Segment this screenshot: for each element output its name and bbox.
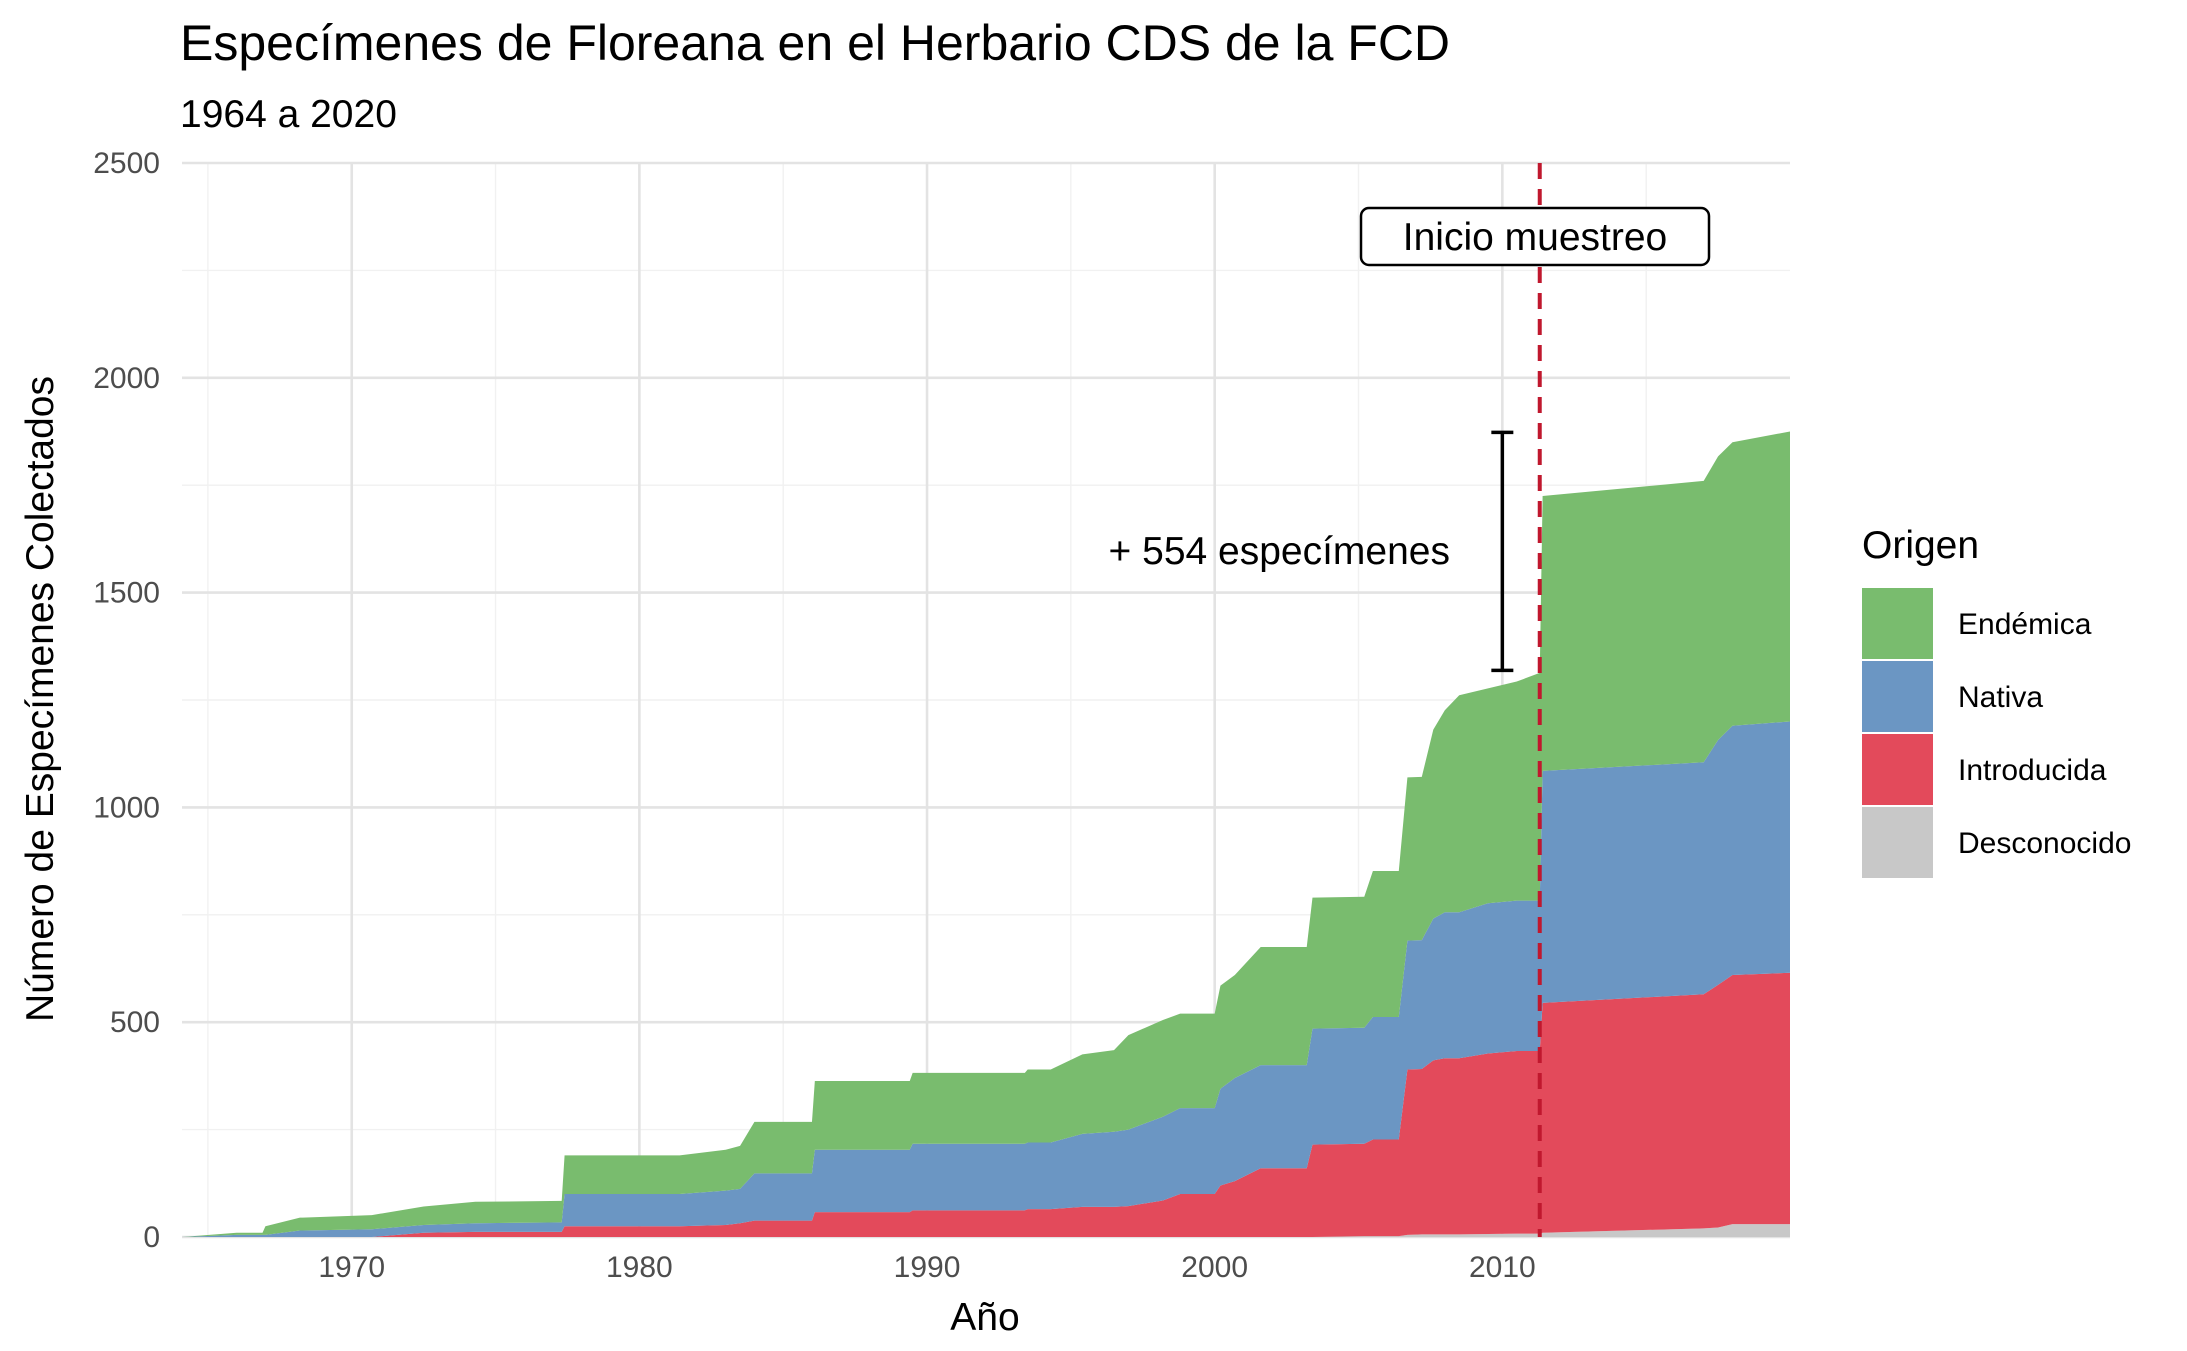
legend-item-endemica: Endémica: [1862, 588, 2092, 659]
legend-swatch: [1862, 588, 1933, 659]
annotations: Inicio muestreo + 554 especímenes: [1109, 163, 1711, 1237]
x-tick-label: 1990: [894, 1251, 961, 1284]
legend-title: Origen: [1862, 524, 1979, 567]
legend-label: Introducida: [1958, 754, 2107, 787]
legend-label: Endémica: [1958, 608, 2092, 641]
x-axis-ticks: 1970 1980 1990 2000 2010: [318, 1251, 1535, 1284]
increase-errorbar: [1491, 430, 1514, 673]
area-nativa: [182, 721, 1790, 1237]
x-tick-label: 2010: [1469, 1251, 1536, 1284]
y-tick-label: 2500: [93, 147, 160, 180]
stacked-areas: [182, 431, 1790, 1237]
y-tick-label: 500: [110, 1006, 160, 1039]
legend-label: Nativa: [1958, 681, 2043, 714]
area-desconocido: [182, 1224, 1790, 1237]
legend-item-introducida: Introducida: [1862, 734, 2107, 805]
legend-swatch: [1862, 661, 1933, 732]
legend-swatch: [1862, 807, 1933, 878]
area-endemica: [182, 431, 1790, 1237]
x-axis-title: Año: [950, 1296, 1019, 1339]
chart-title: Especímenes de Floreana en el Herbario C…: [180, 15, 1450, 71]
sampling-start-label: Inicio muestreo: [1359, 206, 1711, 267]
y-tick-label: 1000: [93, 791, 160, 824]
legend: Origen Endémica Nativa Introducida Desconoc…: [1862, 524, 2131, 878]
y-axis-ticks: 0 500 1000 1500 2000 2500: [93, 147, 160, 1254]
area-introducida: [182, 972, 1790, 1237]
legend-label: Desconocido: [1958, 827, 2131, 860]
y-tick-label: 1500: [93, 577, 160, 610]
label-box: [1359, 206, 1711, 267]
x-tick-label: 2000: [1181, 1251, 1248, 1284]
label-text: Inicio muestreo: [1403, 216, 1667, 259]
y-tick-label: 2000: [93, 362, 160, 395]
y-tick-label: 0: [143, 1221, 160, 1254]
legend-swatch: [1862, 734, 1933, 805]
legend-item-nativa: Nativa: [1862, 661, 2043, 732]
x-tick-label: 1980: [606, 1251, 673, 1284]
chart-subtitle: 1964 a 2020: [180, 93, 397, 136]
legend-item-desconocido: Desconocido: [1862, 807, 2131, 878]
increase-text: + 554 especímenes: [1109, 530, 1450, 573]
x-tick-label: 1970: [318, 1251, 385, 1284]
y-axis-title: Número de Especímenes Colectados: [19, 376, 62, 1022]
